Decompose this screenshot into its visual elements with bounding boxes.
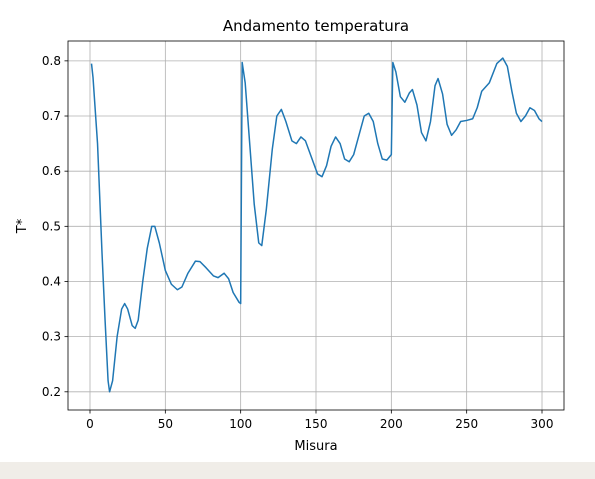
x-tick-label: 200	[380, 417, 403, 431]
y-tick-label: 0.3	[42, 330, 61, 344]
chart-title: Andamento temperatura	[223, 17, 409, 35]
y-axis-label: T*	[15, 218, 30, 234]
x-tick-label: 250	[455, 417, 478, 431]
x-tick-label: 300	[531, 417, 554, 431]
y-tick-label: 0.5	[42, 219, 61, 233]
y-tick-label: 0.7	[42, 109, 61, 123]
bottom-bar	[0, 462, 595, 479]
x-tick-label: 50	[158, 417, 173, 431]
plot-frame	[67, 40, 565, 411]
x-tick-label: 100	[229, 417, 252, 431]
x-tick-label: 0	[86, 417, 94, 431]
x-tick-label: 150	[305, 417, 328, 431]
data-line	[90, 57, 543, 393]
y-tick-label: 0.4	[42, 274, 61, 288]
x-axis-label: Misura	[294, 439, 337, 454]
y-tick-label: 0.8	[42, 54, 61, 68]
y-tick-label: 0.6	[42, 164, 61, 178]
y-tick-label: 0.2	[42, 385, 61, 399]
